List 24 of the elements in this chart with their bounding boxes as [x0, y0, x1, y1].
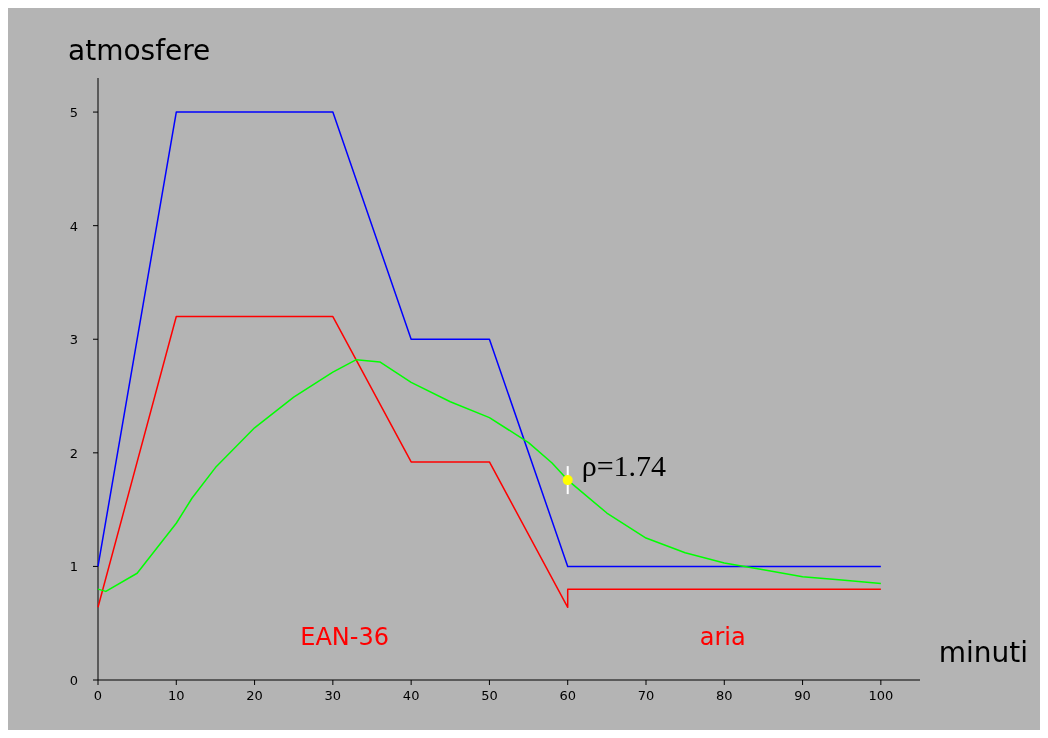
- x-tick-label: 80: [716, 688, 733, 703]
- x-tick-label: 40: [402, 688, 420, 703]
- annotation: aria: [699, 623, 746, 651]
- x-tick-label: 90: [794, 688, 811, 703]
- y-tick-label: 3: [69, 332, 78, 348]
- y-tick-label: 4: [69, 218, 78, 234]
- line-series: [97, 315, 882, 609]
- x-tick-label: 100: [868, 688, 894, 703]
- y-tick-label: 2: [69, 445, 78, 461]
- x-axis-title: minuti: [938, 636, 1028, 669]
- x-tick-label: 60: [559, 688, 576, 703]
- y-tick-label: 0: [69, 673, 78, 688]
- x-tick-label: 70: [637, 688, 655, 703]
- x-tick-label: 20: [246, 688, 263, 703]
- x-tick-label: 30: [324, 688, 342, 703]
- x-tick-label: 50: [481, 688, 498, 703]
- y-tick-label: 5: [69, 105, 78, 121]
- y-axis-title: atmosfere: [68, 34, 211, 67]
- x-tick-label: 0: [93, 688, 103, 703]
- x-tick-label: 10: [168, 688, 185, 703]
- y-tick-label: 1: [69, 559, 78, 575]
- annotation: EAN-36: [300, 623, 389, 651]
- line-series: [97, 358, 882, 593]
- annotation: ρ=1.74: [581, 449, 667, 483]
